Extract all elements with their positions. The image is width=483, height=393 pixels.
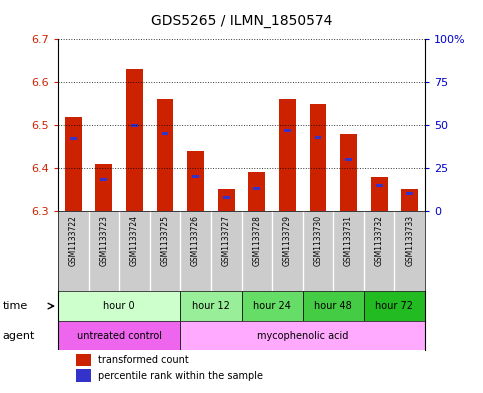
Bar	[310, 104, 327, 211]
Bar	[126, 69, 143, 211]
FancyBboxPatch shape	[58, 321, 180, 350]
Text: hour 0: hour 0	[103, 301, 135, 311]
FancyBboxPatch shape	[242, 291, 303, 321]
Text: hour 48: hour 48	[314, 301, 352, 311]
Bar	[279, 99, 296, 211]
Bar	[100, 178, 107, 182]
Bar	[156, 99, 173, 211]
Text: GSM1133727: GSM1133727	[222, 215, 231, 266]
Bar	[65, 116, 82, 211]
Text: GSM1133730: GSM1133730	[313, 215, 323, 266]
Bar	[187, 151, 204, 211]
Bar	[248, 172, 265, 211]
Text: GSM1133733: GSM1133733	[405, 215, 414, 266]
Bar	[76, 369, 91, 382]
Bar	[70, 137, 77, 140]
FancyBboxPatch shape	[180, 291, 242, 321]
Text: time: time	[2, 301, 28, 311]
Bar	[314, 136, 321, 139]
Bar	[376, 184, 383, 187]
Text: hour 24: hour 24	[253, 301, 291, 311]
Bar	[406, 192, 413, 195]
Text: hour 12: hour 12	[192, 301, 230, 311]
Text: GSM1133722: GSM1133722	[69, 215, 78, 266]
Text: GSM1133728: GSM1133728	[252, 215, 261, 266]
Bar	[223, 196, 229, 198]
Text: GSM1133726: GSM1133726	[191, 215, 200, 266]
Text: GSM1133724: GSM1133724	[130, 215, 139, 266]
Text: percentile rank within the sample: percentile rank within the sample	[99, 371, 263, 381]
Text: GSM1133729: GSM1133729	[283, 215, 292, 266]
Bar	[96, 164, 112, 211]
Text: mycophenolic acid: mycophenolic acid	[257, 331, 348, 341]
FancyBboxPatch shape	[180, 321, 425, 350]
Text: GSM1133731: GSM1133731	[344, 215, 353, 266]
Bar	[340, 134, 357, 211]
Text: hour 72: hour 72	[375, 301, 413, 311]
Text: transformed count: transformed count	[99, 355, 189, 365]
Text: GSM1133732: GSM1133732	[375, 215, 384, 266]
FancyBboxPatch shape	[364, 291, 425, 321]
Bar	[284, 129, 291, 132]
FancyBboxPatch shape	[303, 291, 364, 321]
FancyBboxPatch shape	[58, 291, 180, 321]
Text: GSM1133725: GSM1133725	[160, 215, 170, 266]
Text: GSM1133723: GSM1133723	[99, 215, 108, 266]
Bar	[76, 354, 91, 366]
Text: agent: agent	[2, 331, 35, 341]
Bar	[254, 187, 260, 190]
Text: untreated control: untreated control	[77, 331, 162, 341]
Bar	[218, 189, 235, 211]
Bar	[345, 158, 352, 161]
Bar	[371, 176, 387, 211]
Text: GDS5265 / ILMN_1850574: GDS5265 / ILMN_1850574	[151, 13, 332, 28]
Bar	[401, 189, 418, 211]
Bar	[162, 132, 169, 135]
Bar	[192, 175, 199, 178]
Bar	[131, 123, 138, 127]
